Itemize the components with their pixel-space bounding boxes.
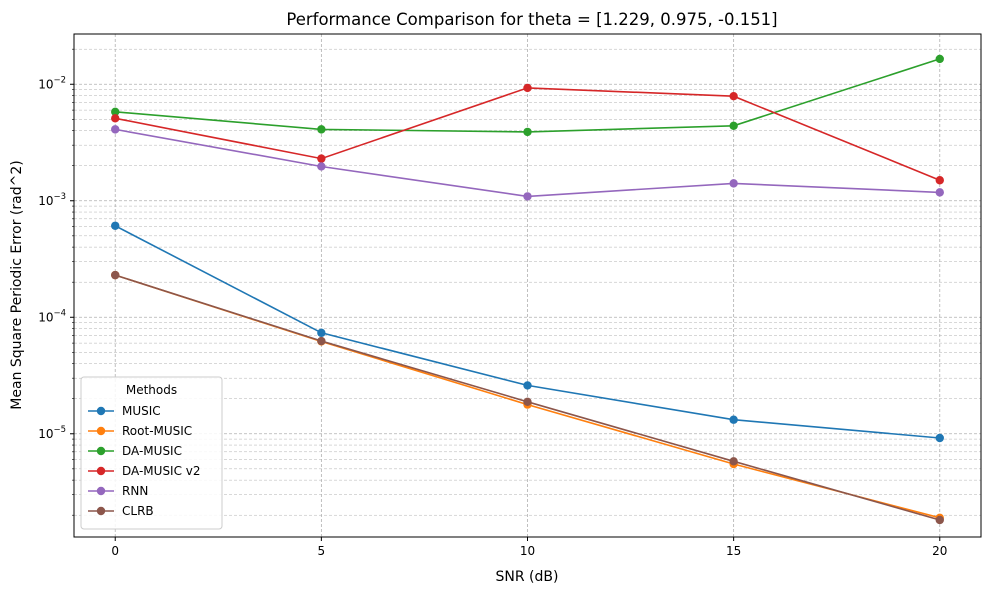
- x-tick-label: 10: [520, 544, 535, 558]
- data-point-clrb: [935, 515, 944, 525]
- y-tick-label: 10−3: [38, 192, 66, 208]
- legend-label-clrb: CLRB: [122, 504, 154, 518]
- series-clrb: [111, 270, 944, 525]
- data-point-music: [523, 381, 532, 390]
- series-da-music: [111, 54, 944, 137]
- data-point-da-music-v2: [523, 83, 532, 93]
- chart-title: Performance Comparison for theta = [1.22…: [286, 10, 777, 29]
- y-tick-label: 10−4: [38, 308, 66, 324]
- data-point-music: [317, 328, 326, 338]
- legend-label-music: MUSIC: [122, 404, 161, 418]
- legend-title: Methods: [126, 383, 177, 397]
- series-music: [111, 221, 944, 443]
- data-point-music: [729, 415, 738, 424]
- x-tick-label: 5: [318, 544, 326, 558]
- x-tick-label: 15: [726, 544, 741, 558]
- legend-label-da-music: DA-MUSIC: [122, 444, 182, 458]
- data-point-da-music: [317, 125, 326, 134]
- x-tick-label: 0: [111, 544, 119, 558]
- legend-marker-da-music-v2: [96, 466, 106, 476]
- data-point-da-music: [111, 107, 120, 117]
- data-point-da-music: [935, 54, 944, 64]
- data-point-rnn: [935, 188, 944, 197]
- data-point-da-music-v2: [935, 176, 944, 185]
- data-point-clrb: [523, 397, 532, 407]
- data-point-music: [111, 221, 120, 230]
- x-tick-label: 20: [932, 544, 947, 558]
- legend-marker-music: [96, 406, 106, 416]
- data-point-da-music: [729, 121, 738, 130]
- data-point-music: [935, 433, 944, 443]
- series-rnn: [111, 125, 944, 201]
- data-point-clrb: [111, 270, 120, 280]
- legend-label-root-music: Root-MUSIC: [122, 424, 192, 438]
- legend-box: [80, 376, 223, 530]
- data-point-da-music-v2: [317, 154, 326, 163]
- data-point-rnn: [111, 125, 120, 134]
- series-da-music-v2: [111, 83, 944, 185]
- legend-marker-rnn: [96, 486, 106, 496]
- data-point-clrb: [729, 457, 738, 466]
- data-point-da-music-v2: [111, 114, 120, 123]
- data-point-rnn: [317, 162, 326, 171]
- y-tick-label: 10−2: [38, 75, 66, 91]
- ticks: 0 5 10 15 20 10−5 10−4 10−3 10−2: [38, 48, 947, 558]
- legend-marker-clrb: [96, 506, 106, 516]
- series-layer: [111, 54, 944, 525]
- legend-marker-da-music: [96, 446, 106, 456]
- data-point-rnn: [523, 192, 532, 201]
- data-point-rnn: [729, 179, 738, 188]
- y-axis-label: Mean Square Periodic Error (rad^2): [9, 160, 25, 409]
- legend-label-rnn: RNN: [122, 484, 148, 498]
- data-point-da-music-v2: [729, 91, 738, 101]
- legend: Methods MUSIC Root-MUSIC DA-MUSIC DA-MUSIC v…: [80, 376, 223, 530]
- data-point-da-music: [523, 127, 532, 137]
- y-tick-label: 10−5: [38, 425, 66, 441]
- legend-marker-root-music: [96, 426, 106, 436]
- data-point-clrb: [317, 336, 326, 346]
- legend-label-da-music-v2: DA-MUSIC v2: [122, 464, 201, 478]
- x-axis-label: SNR (dB): [496, 569, 559, 585]
